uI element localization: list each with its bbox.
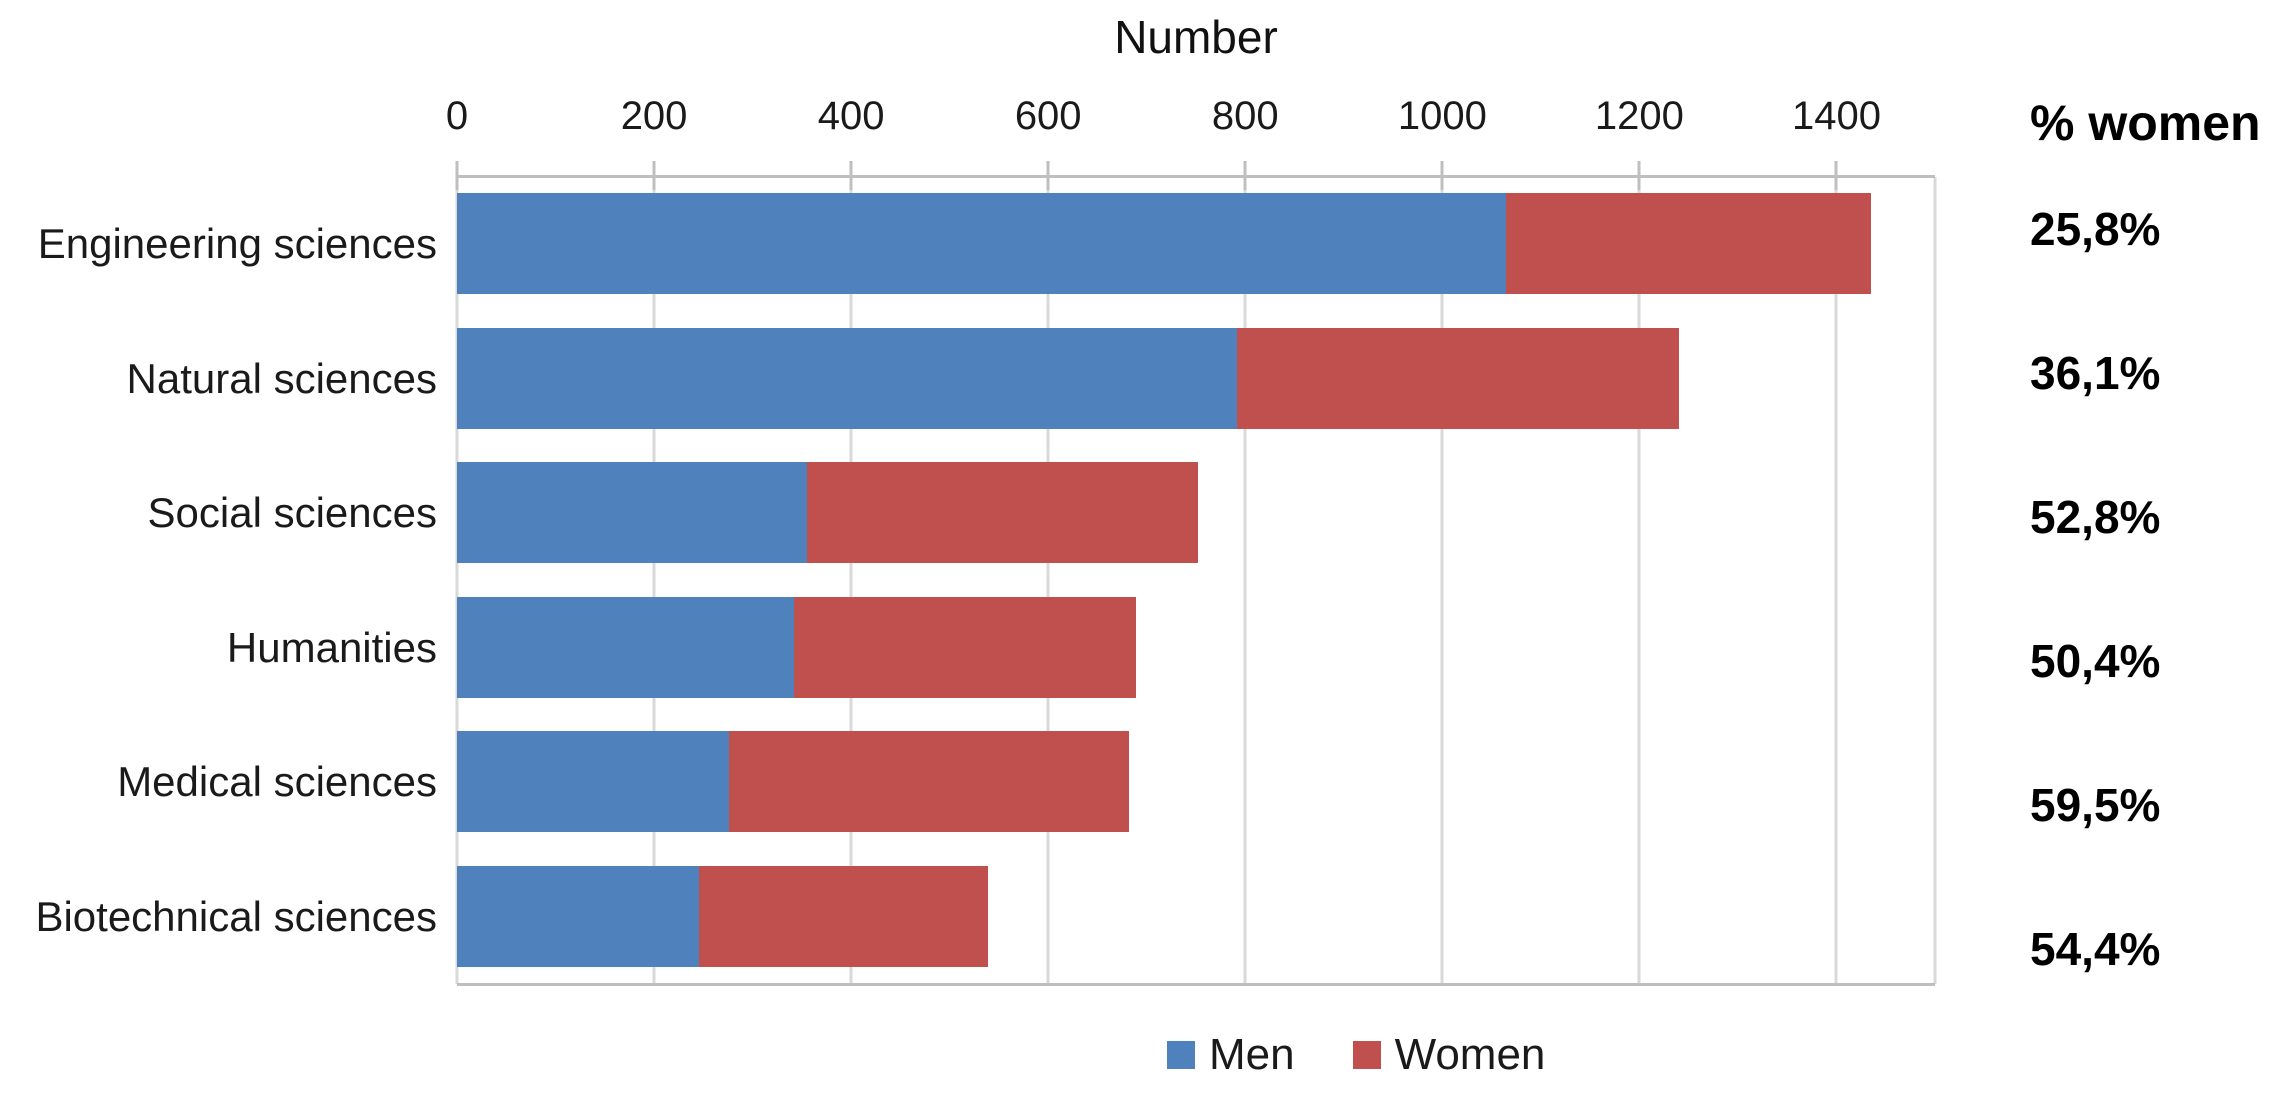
pct-women-value-0: 25,8% (2030, 203, 2161, 255)
bar-segment-women-0 (1506, 193, 1871, 294)
category-label-0: Engineering sciences (37, 220, 437, 268)
bar-segment-women-1 (1237, 327, 1679, 429)
bar-segment-women-4 (728, 731, 1129, 832)
x-axis-line (457, 175, 1935, 178)
gridline-0 (455, 177, 459, 984)
tick-mark-1400 (1834, 161, 1838, 190)
bar-segment-men-3 (457, 596, 794, 698)
bar-row-1 (457, 327, 1935, 429)
bar-segment-men-1 (457, 327, 1238, 429)
x-tick-label-0: 0 (445, 94, 469, 138)
x-tick-label-1400: 1400 (1791, 94, 1881, 138)
gridline-200 (652, 177, 656, 984)
bar-segment-women-2 (806, 462, 1198, 563)
category-label-4: Medical sciences (117, 758, 437, 806)
bar-segment-women-3 (793, 596, 1136, 698)
pct-women-value-1: 36,1% (2030, 347, 2161, 399)
legend-label-women: Women (1394, 1030, 1546, 1079)
category-label-5: Biotechnical sciences (35, 892, 437, 940)
gridline-1200 (1637, 177, 1641, 984)
gridline-1400 (1834, 177, 1838, 984)
gridline-400 (849, 177, 853, 984)
tick-mark-800 (1243, 161, 1247, 190)
legend-swatch-men (1167, 1041, 1195, 1069)
gridline-800 (1243, 177, 1247, 984)
pct-women-value-4: 59,5% (2030, 779, 2161, 831)
bar-row-0 (457, 193, 1935, 294)
bar-segment-women-5 (699, 865, 989, 967)
bar-row-4 (457, 731, 1935, 832)
tick-mark-400 (849, 161, 853, 190)
x-tick-label-400: 400 (817, 94, 885, 138)
gridline-600 (1046, 177, 1050, 984)
bar-segment-men-0 (457, 193, 1507, 294)
pct-women-value-2: 52,8% (2030, 491, 2161, 543)
x-tick-label-200: 200 (620, 94, 688, 138)
bar-row-3 (457, 596, 1935, 698)
legend-swatch-women (1352, 1041, 1381, 1069)
category-label-2: Social sciences (147, 489, 437, 537)
x-tick-label-1200: 1200 (1594, 94, 1684, 138)
x-tick-label-1000: 1000 (1397, 94, 1487, 138)
bar-row-2 (457, 462, 1935, 563)
category-label-3: Humanities (226, 623, 437, 671)
plot-area (455, 161, 1937, 986)
legend-item-men: Men (1167, 1030, 1295, 1080)
pct-women-header: % women (2030, 95, 2261, 151)
tick-mark-0 (455, 161, 459, 190)
gridline-1000 (1440, 177, 1444, 984)
chart-title: Number (1114, 11, 1278, 63)
gridline-1500 (1933, 177, 1937, 984)
pct-women-value-3: 50,4% (2030, 635, 2161, 687)
tick-mark-1000 (1440, 161, 1444, 190)
legend-label-men: Men (1209, 1030, 1295, 1079)
bar-segment-men-4 (457, 731, 729, 832)
tick-mark-600 (1046, 161, 1050, 190)
legend-item-women: Women (1352, 1030, 1546, 1080)
tick-mark-1200 (1637, 161, 1641, 190)
pct-women-value-5: 54,4% (2030, 923, 2161, 975)
bar-segment-men-2 (457, 462, 807, 563)
bar-segment-men-5 (457, 865, 700, 967)
plot-bottom-border (457, 983, 1935, 986)
category-label-1: Natural sciences (126, 354, 437, 402)
legend: Men Women (1167, 1030, 1545, 1080)
tick-mark-200 (652, 161, 656, 190)
x-tick-label-600: 600 (1014, 94, 1082, 138)
bar-row-5 (457, 865, 1935, 967)
x-tick-label-800: 800 (1211, 94, 1279, 138)
